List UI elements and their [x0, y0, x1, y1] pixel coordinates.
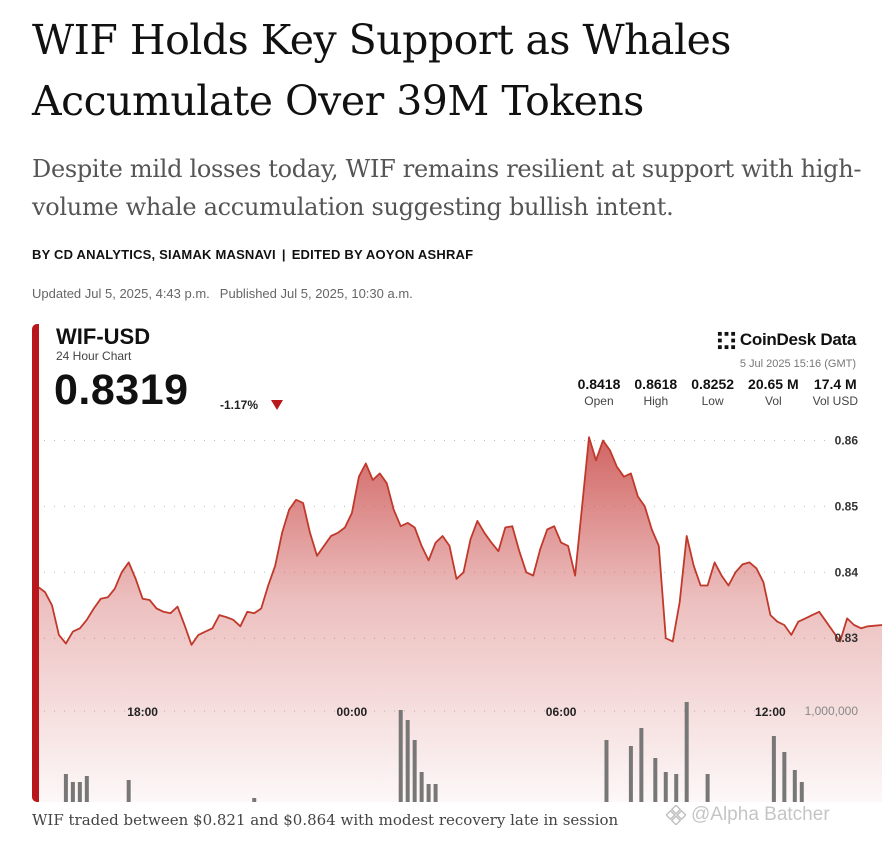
byline-editor[interactable]: EDITED BY AOYON ASHRAF: [291, 247, 474, 262]
volume-bar: [63, 774, 68, 802]
coindesk-logo-icon: [717, 331, 735, 349]
headline-line-2: Accumulate Over 39M Tokens: [32, 77, 644, 125]
stat-vol: 20.65 M Vol: [734, 376, 799, 408]
x-tick-label: 18:00: [127, 705, 158, 719]
x-tick-label: 12:00: [755, 705, 786, 719]
pair-symbol: WIF-USD: [56, 324, 151, 349]
stat-value: 20.65 M: [748, 376, 799, 392]
volume-bar: [398, 710, 403, 802]
stat-label: Open: [584, 394, 614, 408]
brand-name: CoinDesk Data: [739, 330, 856, 349]
volume-bar: [84, 776, 89, 802]
accent-bar: [32, 324, 39, 802]
volume-bar: [663, 772, 668, 802]
y-tick-label: 0.83: [835, 631, 859, 645]
article-headline: WIF Holds Key Support as Whales Accumula…: [32, 10, 872, 132]
stat-label: Low: [701, 394, 724, 408]
article-dek: Despite mild losses today, WIF remains r…: [32, 150, 872, 226]
watermark-text: @Alpha Batcher: [691, 804, 830, 825]
down-triangle-icon: [271, 400, 283, 410]
volume-bar: [799, 782, 804, 802]
stat-label: Vol: [765, 394, 782, 408]
volume-bar: [628, 746, 633, 802]
updated-date: Updated Jul 5, 2025, 4:43 p.m.: [32, 286, 210, 301]
y-tick-label: 0.84: [835, 565, 859, 579]
stat-low: 0.8252 Low: [677, 376, 734, 408]
stat-open: 0.8418 Open: [564, 376, 621, 408]
byline: BY CD ANALYTICS, SIAMAK MASNAVI | EDITED B…: [32, 247, 473, 262]
published-date: Published Jul 5, 2025, 10:30 a.m.: [219, 286, 413, 301]
volume-bar: [674, 774, 679, 802]
stat-high: 0.8618 High: [620, 376, 677, 408]
volume-bar: [70, 782, 75, 802]
stat-vol-usd: 17.4 M Vol USD: [799, 376, 858, 408]
chart-subtitle: 24 Hour Chart: [56, 349, 132, 363]
stat-label: High: [643, 394, 669, 408]
volume-bar: [782, 752, 787, 802]
volume-bar: [684, 702, 689, 802]
volume-bar: [705, 774, 710, 802]
x-tick-label: 00:00: [337, 705, 368, 719]
volume-bar: [405, 720, 410, 802]
price-stats: 0.8418 Open 0.8618 High 0.8252 Low 20.65…: [564, 376, 858, 408]
volume-axis-label: 1,000,000: [805, 704, 859, 718]
volume-bar: [653, 758, 658, 802]
dek-line-1: Despite mild losses today, WIF remains r…: [32, 155, 862, 183]
y-tick-label: 0.86: [835, 433, 859, 447]
binance-square-icon: [666, 805, 686, 825]
watermark: @Alpha Batcher: [666, 804, 830, 826]
volume-bar: [771, 736, 776, 802]
volume-bar: [792, 770, 797, 802]
volume-bar: [426, 784, 431, 802]
byline-authors[interactable]: BY CD ANALYTICS, SIAMAK MASNAVI: [32, 247, 276, 262]
x-tick-label: 06:00: [546, 705, 577, 719]
stat-value: 0.8618: [634, 376, 678, 392]
volume-bar: [419, 772, 424, 802]
volume-bar: [639, 728, 644, 802]
stat-value: 17.4 M: [813, 376, 857, 392]
volume-bar: [412, 740, 417, 802]
price-change: -1.17%: [220, 398, 259, 412]
coindesk-data-brand: CoinDesk Data: [717, 330, 856, 350]
volume-bar: [604, 740, 609, 802]
volume-bar: [77, 782, 82, 802]
stat-label: Vol USD: [812, 394, 858, 408]
volume-bar: [252, 798, 257, 802]
volume-bar: [126, 780, 131, 802]
byline-separator: |: [281, 247, 286, 262]
chart-caption: WIF traded between $0.821 and $0.864 wit…: [32, 811, 619, 829]
dek-line-2: volume whale accumulation suggesting bul…: [32, 193, 674, 221]
volume-bar: [433, 784, 438, 802]
stat-value: 0.8418: [577, 376, 621, 392]
price-line: [37, 436, 883, 646]
current-price: 0.8319: [54, 366, 189, 414]
stat-value: 0.8252: [691, 376, 735, 392]
price-chart-card: 0.86 0.85 0.84 0.83 1,000,000 18:00 00:00 06:00…: [32, 324, 894, 802]
chart-timestamp: 5 Jul 2025 15:16 (GMT): [739, 358, 856, 370]
article-dates: Updated Jul 5, 2025, 4:43 p.m. Published …: [32, 286, 413, 301]
y-tick-label: 0.85: [835, 499, 859, 513]
headline-line-1: WIF Holds Key Support as Whales: [32, 16, 731, 64]
price-area: [38, 437, 882, 802]
price-chart-plot: 0.86 0.85 0.84 0.83 1,000,000 18:00 00:00 06:00…: [37, 433, 883, 802]
